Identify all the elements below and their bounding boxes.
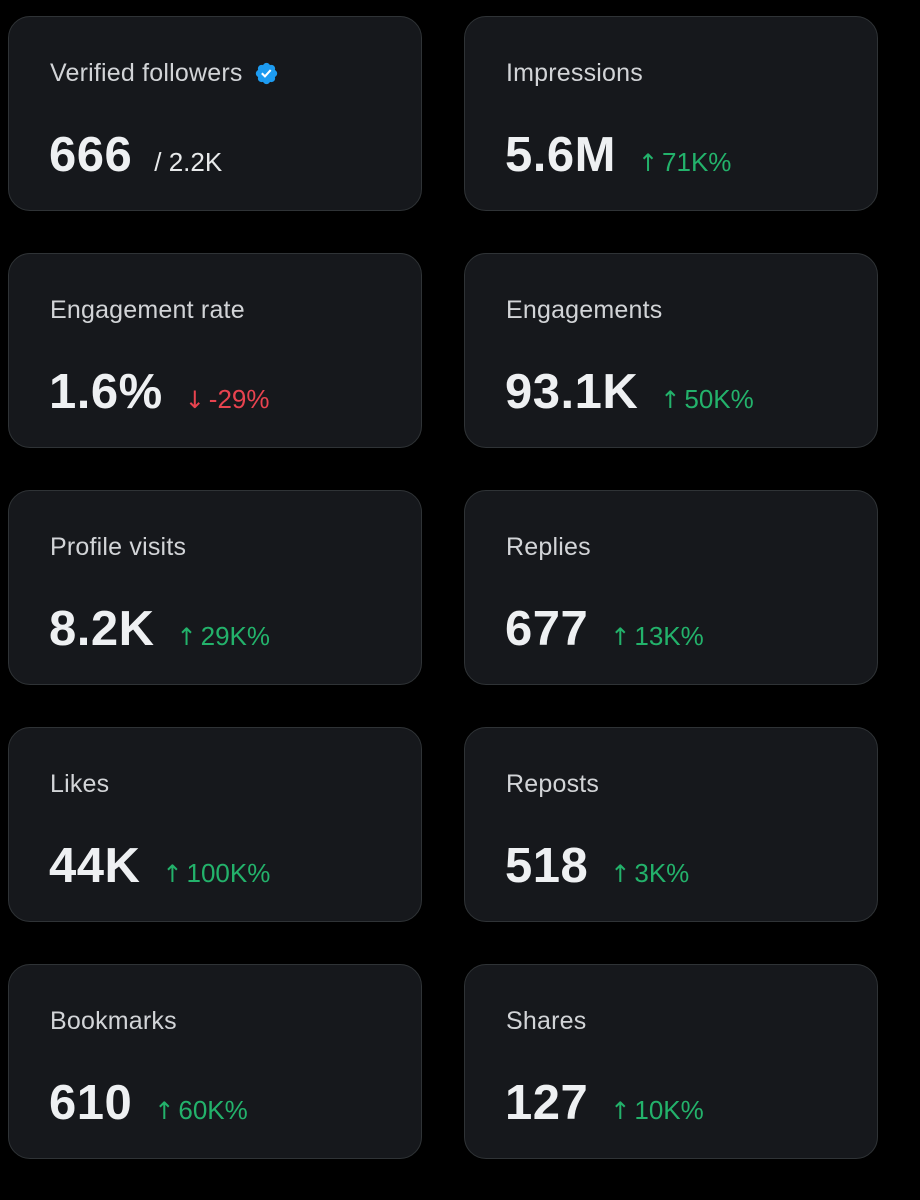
metric-change: ↑ 71K% — [638, 147, 732, 178]
metric-card-likes[interactable]: Likes 44K ↑ 100K% — [8, 727, 422, 922]
metric-value: 44K — [49, 839, 141, 893]
metric-change: ↑ 10K% — [610, 1095, 704, 1126]
arrow-up-icon: ↑ — [154, 1097, 175, 1125]
metric-card-profile-visits[interactable]: Profile visits 8.2K ↑ 29K% — [8, 490, 422, 685]
metric-value: 8.2K — [49, 602, 155, 656]
arrow-up-icon: ↑ — [176, 623, 197, 651]
metric-label: Bookmarks — [50, 1007, 177, 1035]
metric-label: Profile visits — [50, 533, 187, 561]
metric-value-row: 666 / 2.2K — [49, 127, 222, 183]
arrow-up-icon: ↑ — [610, 1097, 631, 1125]
metric-label: Engagement rate — [50, 296, 245, 324]
metric-value: 518 — [505, 839, 589, 893]
metric-change-value: 3K% — [634, 858, 690, 888]
metric-card-reposts[interactable]: Reposts 518 ↑ 3K% — [464, 727, 878, 922]
metric-value-row: 44K ↑ 100K% — [49, 838, 270, 894]
metric-change-value: 71K% — [662, 147, 732, 177]
arrow-up-icon: ↑ — [610, 623, 631, 651]
metric-value-row: 518 ↑ 3K% — [505, 838, 689, 894]
arrow-up-icon: ↑ — [162, 860, 183, 888]
arrow-up-icon: ↑ — [637, 149, 659, 177]
metric-card-replies[interactable]: Replies 677 ↑ 13K% — [464, 490, 878, 685]
metric-label: Engagements — [506, 296, 663, 324]
metric-value-row: 610 ↑ 60K% — [49, 1075, 248, 1131]
metric-change-value: 100K% — [186, 858, 271, 888]
metric-label-row: Verified followers — [50, 59, 279, 88]
metric-value: 127 — [505, 1076, 589, 1130]
metric-change: ↓ -29% — [185, 384, 270, 415]
metric-change: ↑ 29K% — [177, 621, 271, 652]
metric-value: 5.6M — [505, 128, 616, 182]
metric-value-row: 127 ↑ 10K% — [505, 1075, 704, 1131]
metric-label: Reposts — [506, 770, 600, 798]
metric-card-shares[interactable]: Shares 127 ↑ 10K% — [464, 964, 878, 1159]
metric-change-value: 13K% — [634, 621, 704, 651]
metric-value: 610 — [49, 1076, 133, 1130]
metric-value-row: 8.2K ↑ 29K% — [49, 601, 270, 657]
metric-change: ↑ 100K% — [162, 858, 270, 889]
metric-value: 677 — [505, 602, 589, 656]
metric-change-value: 29K% — [200, 621, 271, 651]
metric-card-engagement-rate[interactable]: Engagement rate 1.6% ↓ -29% — [8, 253, 422, 448]
metric-label: Likes — [50, 770, 110, 798]
metric-value: 666 — [49, 128, 133, 182]
metric-change: ↑ 3K% — [610, 858, 689, 889]
metric-card-impressions[interactable]: Impressions 5.6M ↑ 71K% — [464, 16, 878, 211]
metric-value: 1.6% — [49, 365, 163, 419]
metric-change-value: 60K% — [178, 1095, 248, 1125]
arrow-up-icon: ↑ — [610, 860, 631, 888]
metrics-grid: Verified followers 666 / 2.2K Impression… — [8, 16, 878, 1159]
metric-label: Verified followers — [50, 59, 243, 87]
metric-change-value: -29% — [208, 384, 270, 414]
metric-change: ↑ 50K% — [660, 384, 754, 415]
metric-change: ↑ 13K% — [610, 621, 704, 652]
metric-total: / 2.2K — [154, 147, 223, 177]
metric-value-row: 677 ↑ 13K% — [505, 601, 704, 657]
metric-value-row: 1.6% ↓ -29% — [49, 364, 270, 420]
metric-card-bookmarks[interactable]: Bookmarks 610 ↑ 60K% — [8, 964, 422, 1159]
verified-badge-icon — [254, 61, 279, 86]
metric-label: Impressions — [506, 59, 643, 87]
metric-label: Replies — [506, 533, 591, 561]
arrow-up-icon: ↑ — [660, 386, 681, 414]
metric-value-row: 5.6M ↑ 71K% — [505, 127, 731, 183]
metric-change-value: 10K% — [634, 1095, 704, 1125]
metric-card-engagements[interactable]: Engagements 93.1K ↑ 50K% — [464, 253, 878, 448]
metric-change: ↑ 60K% — [154, 1095, 248, 1126]
metric-value: 93.1K — [505, 365, 639, 419]
metric-change-value: 50K% — [684, 384, 754, 414]
arrow-down-icon: ↓ — [184, 386, 205, 414]
metric-value-row: 93.1K ↑ 50K% — [505, 364, 754, 420]
metric-card-verified-followers[interactable]: Verified followers 666 / 2.2K — [8, 16, 422, 211]
metric-label: Shares — [506, 1007, 587, 1035]
